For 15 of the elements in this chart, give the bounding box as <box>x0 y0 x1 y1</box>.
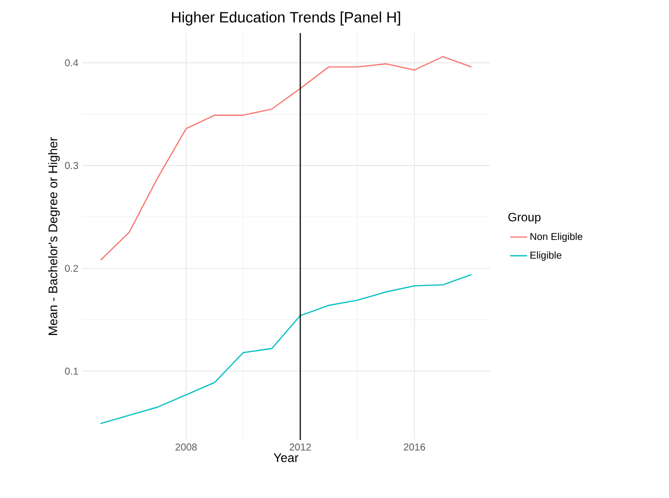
line-series <box>100 56 472 261</box>
y-tick-label: 0.4 <box>65 59 78 66</box>
y-axis-title: Mean - Bachelor's Degree or Higher <box>48 137 60 335</box>
chart-title: Higher Education Trends [Panel H] <box>172 12 400 26</box>
legend-label: Non Eligible <box>530 232 582 242</box>
y-tick-label: 0.3 <box>65 162 78 170</box>
y-tick-label: 0.2 <box>65 264 78 272</box>
x-axis-title: Year <box>274 453 298 462</box>
x-tick-label: 2012 <box>290 444 311 451</box>
y-tick-label: 0.1 <box>65 368 78 375</box>
legend-label: Eligible <box>530 251 562 261</box>
x-tick-label: 2016 <box>404 444 426 451</box>
x-tick-label: 2008 <box>176 444 197 451</box>
line-series <box>100 274 472 424</box>
legend-title: Group <box>508 212 541 224</box>
